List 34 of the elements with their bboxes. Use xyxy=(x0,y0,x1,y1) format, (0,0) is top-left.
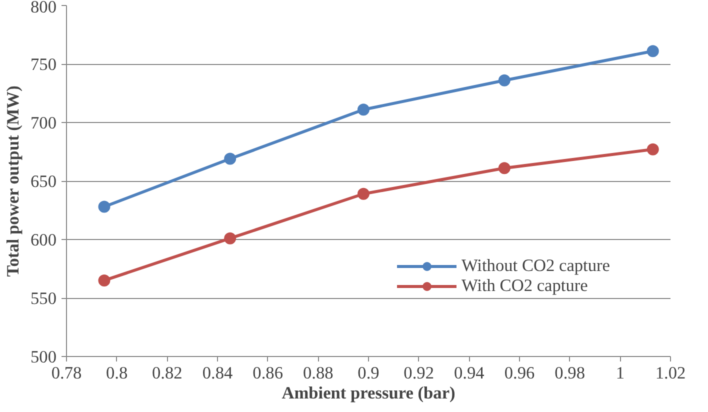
point xyxy=(498,162,510,174)
x-tick-label: 0.92 xyxy=(404,364,434,382)
x-tick-label: 0.82 xyxy=(152,364,182,382)
point xyxy=(98,200,110,213)
point xyxy=(98,274,110,286)
point xyxy=(646,45,659,58)
x-axis-title: Ambient pressure (bar) xyxy=(282,384,456,402)
point xyxy=(357,104,370,116)
x-tick-label: 0.88 xyxy=(303,364,334,382)
x-tick-label: 0.84 xyxy=(202,364,233,382)
x-tick-label: 1 xyxy=(616,364,625,382)
legend-label: Without CO2 capture xyxy=(462,256,610,276)
x-tick-label: 0.8 xyxy=(106,364,128,382)
x-tick-label: 0.96 xyxy=(504,364,535,382)
y-tick-label: 700 xyxy=(30,114,57,132)
legend-label: With CO2 capture xyxy=(462,276,588,296)
y-tick-label: 650 xyxy=(30,172,57,191)
y-tick-label: 800 xyxy=(30,0,57,16)
point xyxy=(646,143,659,156)
x-tick-label: 0.86 xyxy=(252,364,284,382)
point xyxy=(357,188,370,200)
x-tick-label: 0.9 xyxy=(358,364,380,382)
y-tick-label: 600 xyxy=(30,230,57,250)
point xyxy=(224,232,236,244)
point xyxy=(224,152,236,165)
y-axis-title: Total power output (MW) xyxy=(4,85,23,277)
point xyxy=(498,74,510,86)
x-tick-label: 1.02 xyxy=(655,364,686,382)
x-tick-label: 0.78 xyxy=(51,364,82,382)
x-tick-label: 0.94 xyxy=(454,364,485,382)
y-tick-label: 500 xyxy=(30,348,57,366)
x-tick-label: 0.98 xyxy=(554,364,585,382)
y-tick-label: 550 xyxy=(30,289,57,308)
y-tick-label: 750 xyxy=(30,55,57,74)
